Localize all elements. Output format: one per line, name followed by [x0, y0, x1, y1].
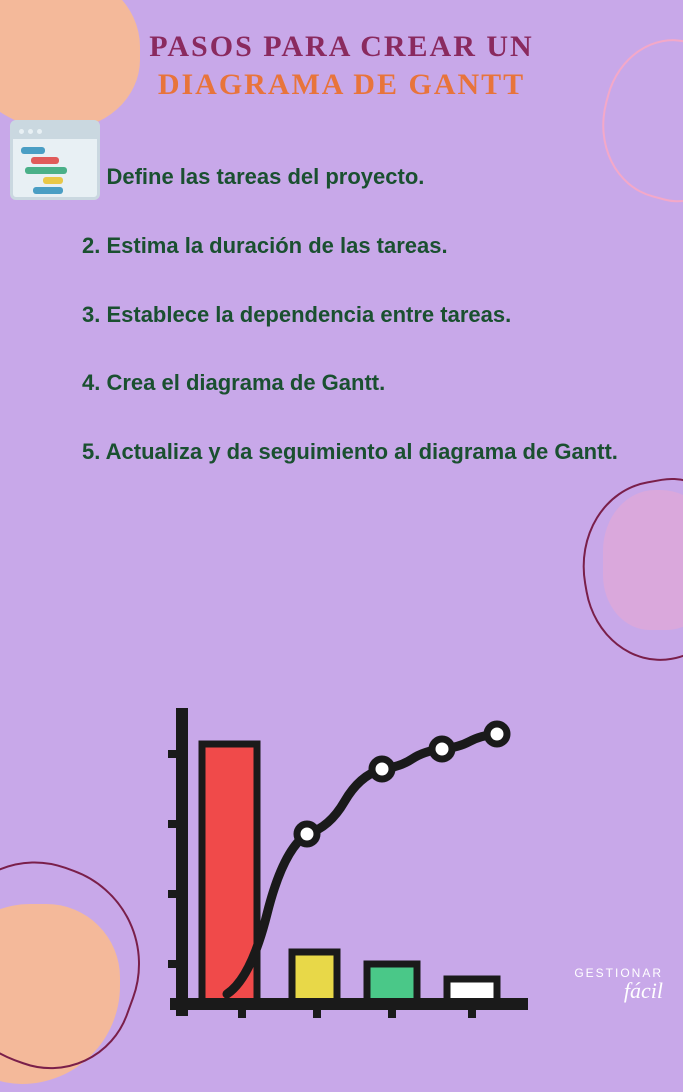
step-item: 4. Crea el diagrama de Gantt. [60, 368, 633, 399]
step-item: 5. Actualiza y da seguimiento al diagram… [60, 437, 633, 468]
steps-list: 1. Define las tareas del proyecto. 2. Es… [0, 102, 683, 526]
title-line1: PASOS PARA CREAR UN [0, 30, 683, 64]
title: PASOS PARA CREAR UN DIAGRAMA DE GANTT [0, 0, 683, 102]
step-item: 1. Define las tareas del proyecto. [60, 162, 633, 193]
step-item: 3. Establece la dependencia entre tareas… [60, 300, 633, 331]
histogram-chart [152, 694, 532, 1024]
title-line2: DIAGRAMA DE GANTT [0, 68, 683, 102]
logo-text-2: fácil [574, 978, 663, 1004]
brand-logo: GESTIONAR fácil [574, 966, 663, 1004]
step-item: 2. Estima la duración de las tareas. [60, 231, 633, 262]
gantt-window-icon [10, 120, 100, 200]
decor-blob-bottom-left [0, 864, 140, 1084]
